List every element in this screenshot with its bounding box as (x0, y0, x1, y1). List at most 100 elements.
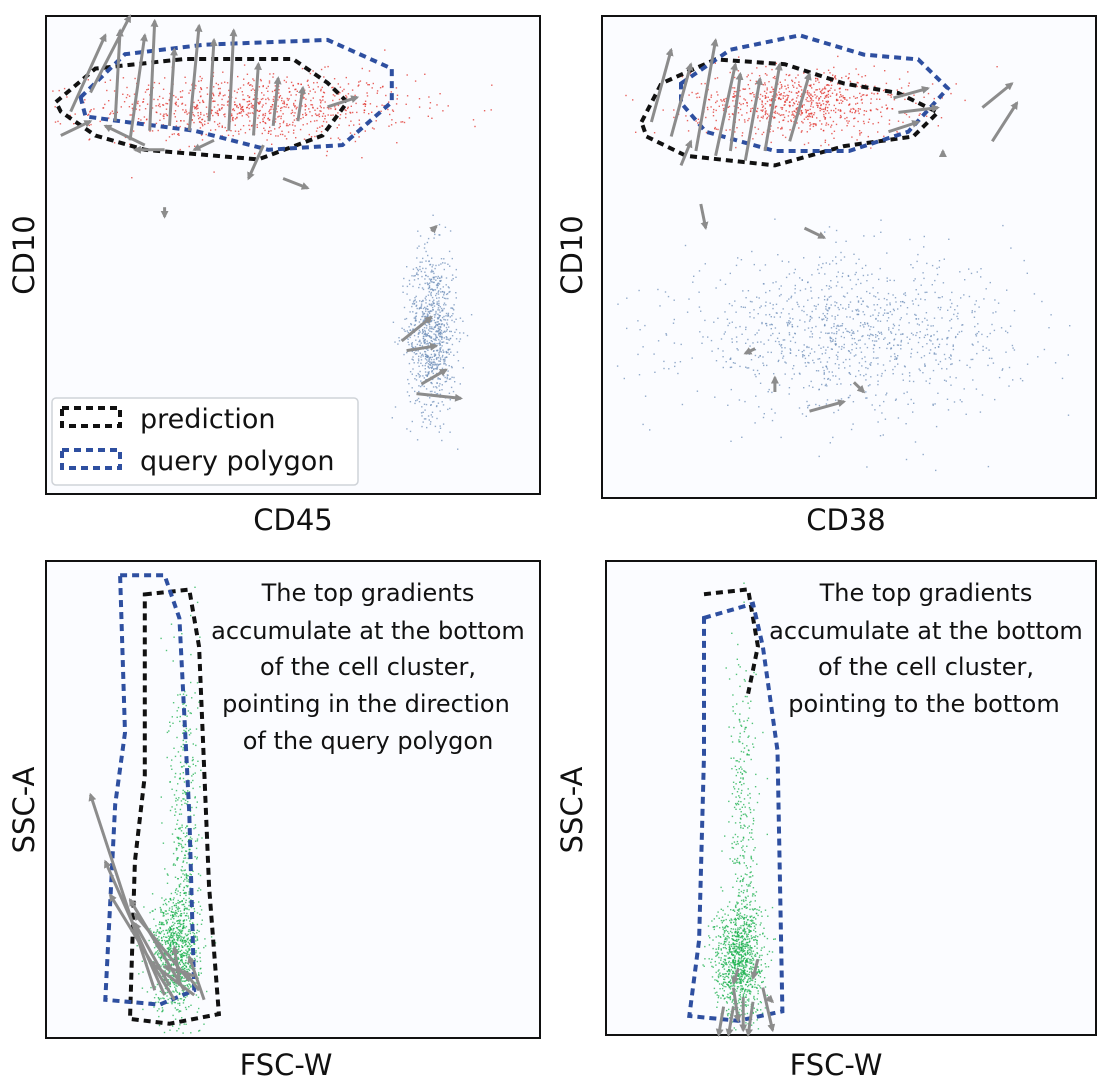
scatter-point (761, 133, 763, 136)
scatter-point (379, 87, 382, 89)
scatter-point (178, 813, 181, 815)
scatter-point (833, 411, 835, 414)
scatter-point (177, 105, 179, 107)
scatter-point (205, 133, 207, 136)
scatter-point (281, 99, 283, 102)
scatter-point (175, 906, 178, 909)
scatter-point (424, 297, 426, 299)
scatter-point (952, 345, 954, 347)
scatter-point (230, 130, 232, 132)
gradient-arrow (247, 144, 265, 181)
scatter-point (810, 290, 812, 292)
scatter-point (447, 312, 450, 315)
scatter-point (829, 72, 831, 74)
scatter-point (848, 358, 851, 361)
scatter-point (828, 103, 830, 106)
scatter-point (158, 95, 161, 98)
scatter-point (424, 330, 426, 333)
scatter-point (425, 299, 427, 301)
scatter-point (334, 95, 336, 97)
scatter-point (811, 333, 814, 335)
scatter-point (886, 252, 888, 254)
scatter-point (177, 958, 179, 960)
scatter-point (742, 103, 744, 105)
scatter-point (427, 374, 429, 376)
scatter-point (761, 322, 763, 325)
scatter-point (275, 118, 277, 120)
scatter-point (176, 1030, 178, 1032)
scatter-point (414, 80, 417, 82)
scatter-point (424, 364, 426, 367)
scatter-point (826, 399, 829, 401)
scatter-point (183, 798, 185, 800)
scatter-point (926, 262, 928, 265)
scatter-point (178, 1002, 181, 1004)
scatter-point (429, 342, 431, 344)
scatter-point (424, 358, 427, 360)
scatter-point (438, 363, 441, 366)
scatter-point (180, 972, 182, 975)
scatter-point (418, 401, 421, 403)
scatter-point (734, 76, 736, 79)
scatter-point (180, 837, 182, 840)
scatter-point (430, 404, 432, 406)
scatter-point (174, 932, 176, 935)
scatter-point (869, 384, 871, 386)
scatter-point (183, 996, 185, 998)
scatter-point (992, 312, 994, 314)
scatter-point (437, 364, 439, 367)
scatter-point (188, 1006, 190, 1008)
scatter-point (817, 102, 819, 104)
gradient-arrow (227, 28, 238, 131)
scatter-point (181, 977, 183, 979)
scatter-point (438, 326, 440, 328)
scatter-point (192, 787, 194, 790)
scatter-point (200, 972, 202, 974)
legend-query-label: query polygon (140, 446, 334, 477)
scatter-point (828, 296, 830, 298)
scatter-point (795, 100, 797, 102)
scatter-point (193, 121, 195, 124)
scatter-point (438, 283, 441, 285)
scatter-point (828, 144, 830, 146)
scatter-point (936, 273, 939, 276)
scatter-point (823, 373, 825, 375)
scatter-point (806, 346, 808, 349)
scatter-point (183, 954, 186, 957)
scatter-point (183, 765, 185, 767)
scatter-point (122, 93, 124, 95)
scatter-point (841, 77, 843, 79)
scatter-point (904, 112, 906, 114)
scatter-point (778, 295, 781, 297)
scatter-point (442, 296, 444, 298)
scatter-point (429, 336, 431, 338)
scatter-point (186, 825, 188, 827)
scatter-point (185, 704, 187, 707)
scatter-point (191, 111, 194, 114)
scatter-point (425, 307, 427, 310)
scatter-point (200, 122, 202, 124)
scatter-point (217, 83, 219, 86)
scatter-point (784, 136, 787, 139)
scatter-point (947, 309, 949, 311)
scatter-point (136, 102, 138, 104)
scatter-point (823, 318, 825, 320)
scatter-point (844, 296, 846, 298)
scatter-point (283, 79, 286, 82)
scatter-point (177, 956, 179, 959)
scatter-point (889, 311, 892, 313)
scatter-point (918, 368, 920, 370)
scatter-point (826, 385, 828, 387)
scatter-point (905, 458, 908, 461)
scatter-point (237, 106, 239, 109)
scatter-point (446, 323, 449, 326)
scatter-point (174, 941, 176, 943)
scatter-point (989, 281, 991, 284)
scatter-point (175, 800, 177, 802)
scatter-point (445, 380, 448, 383)
scatter-point (283, 106, 285, 108)
scatter-point (180, 976, 183, 978)
scatter-point (424, 371, 427, 373)
scatter-point (104, 103, 106, 106)
scatter-point (1013, 349, 1016, 351)
